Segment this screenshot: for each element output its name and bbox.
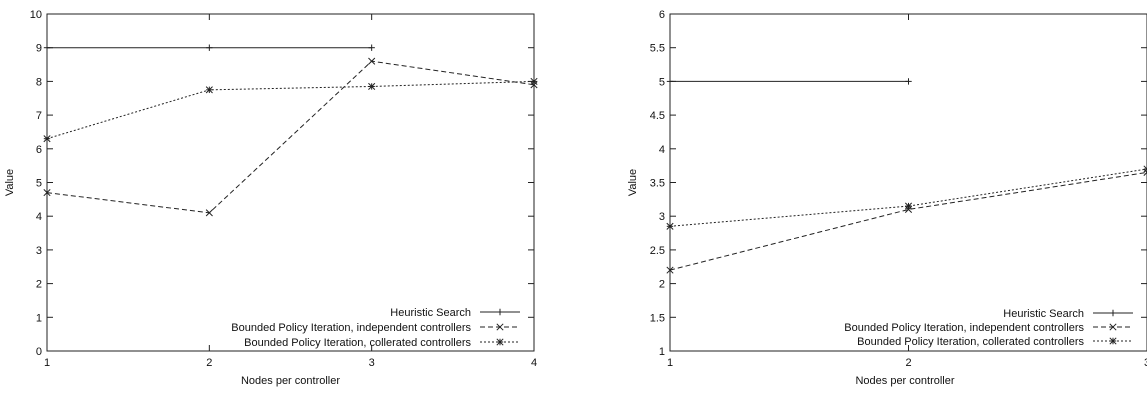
chart-2-ytick-label: 6 [659, 9, 665, 21]
chart-2-series-3-point-d2 [666, 222, 674, 230]
chart-1-series-2 [43, 57, 538, 217]
chart-1-ytick-label: 10 [30, 9, 42, 21]
chart-2-ytick-label: 2.5 [650, 245, 665, 257]
chart-1-legend-marker-3-d2 [496, 338, 504, 346]
chart-2-xtick-label: 3 [1144, 357, 1147, 369]
chart-2-legend-label-3: Bounded Policy Iteration, collerated con… [857, 336, 1084, 348]
chart-1-ytick-label: 7 [36, 110, 42, 122]
chart-1-xtick-label: 2 [206, 357, 212, 369]
chart-2-ytick-label: 1 [659, 346, 665, 358]
chart-2-ytick-label: 3 [659, 211, 665, 223]
chart-2-series-2-point-d2 [666, 266, 674, 274]
chart-1-series-3-point-d2 [205, 86, 213, 94]
chart-2-series-2 [666, 168, 1147, 274]
chart-1-legend-label-2: Bounded Policy Iteration, independent co… [231, 322, 471, 334]
chart-1-legend-label-1: Heuristic Search [390, 307, 471, 319]
chart-2-ytick-label: 2 [659, 279, 665, 291]
chart-2-xtick-label: 1 [667, 357, 673, 369]
chart-1-series-3-point-d2 [43, 135, 51, 143]
chart-2-series-3-line [669, 168, 1147, 227]
chart-2-series-3-point-d2 [1143, 168, 1147, 173]
chart-1-series-3-point-d2 [530, 77, 538, 85]
chart-1-ytick-label: 9 [36, 43, 42, 55]
chart-2-series-2-point-d2 [1143, 171, 1147, 176]
chart-1-series-3-line [46, 80, 535, 140]
chart-2-ytick-label: 1.5 [650, 312, 665, 324]
chart-2-series-2-line [669, 171, 1147, 271]
chart-1-series-3-point-d2 [368, 82, 376, 91]
chart-2-legend-label-1: Heuristic Search [1003, 308, 1084, 320]
chart-1-series-2-point-d2 [368, 57, 376, 65]
chart-1-series-2-point-d2 [43, 189, 51, 197]
chart-1-ytick-label: 5 [36, 178, 42, 190]
chart-1-series-2-point-d2 [530, 81, 538, 89]
chart-1-ytick-label: 4 [36, 211, 42, 223]
chart-2-series-2-point-d2 [904, 205, 913, 214]
chart-2-xtick-label: 2 [905, 357, 911, 369]
chart-2-ytick-label: 3.5 [650, 178, 665, 190]
chart-2-ytick-label: 4.5 [650, 110, 665, 122]
chart-1-series-2-line [46, 60, 535, 214]
chart-1-legend-label-3: Bounded Policy Iteration, collerated con… [244, 337, 471, 349]
chart-1-series-3 [43, 77, 538, 143]
chart-2-series-3 [666, 165, 1147, 230]
chart-1-ytick-label: 1 [36, 312, 42, 324]
chart-2-series-3-point-d1 [1143, 165, 1147, 170]
chart-2-legend-marker-2-d2 [1109, 323, 1117, 331]
chart-2-ytick-label: 5.5 [650, 43, 665, 55]
chart-2-series-2-point-d1 [1143, 168, 1147, 174]
chart-2-series-3-point-d2 [904, 202, 913, 210]
chart-2-x-axis-label: Nodes per controller [855, 375, 954, 387]
chart-1-ytick-label: 0 [36, 346, 42, 358]
chart-2-y-axis-label: Value [627, 169, 639, 196]
chart-1-xtick-label: 1 [44, 357, 50, 369]
chart-1-ytick-label: 6 [36, 144, 42, 156]
chart-2: 1 1.5 2 2.5 3 3.5 4 4.5 5 5.5 6 1 2 3 Nodes per contro… [627, 9, 1147, 387]
chart-2-legend-label-2: Bounded Policy Iteration, independent co… [844, 322, 1084, 334]
chart-1-ytick-label: 3 [36, 245, 42, 257]
chart-1-y-axis-label: Value [4, 169, 16, 196]
chart-1-ytick-label: 2 [36, 279, 42, 291]
chart-1-xtick-label: 4 [531, 357, 537, 369]
chart-2-plot-frame [669, 13, 1147, 352]
chart-1-xtick-label: 3 [369, 357, 375, 369]
chart-2-ytick-label: 4 [659, 144, 665, 156]
chart-1-series-1 [43, 44, 375, 51]
chart-1-series-2-point-d2 [205, 209, 213, 217]
chart-1-plot-frame [46, 13, 535, 352]
chart-1-legend-marker-2-d2 [496, 323, 504, 331]
chart-1-x-axis-label: Nodes per controller [241, 375, 340, 387]
chart-2-series-1 [666, 78, 912, 85]
chart-2-ytick-label: 5 [659, 76, 665, 88]
chart-1-ytick-label: 8 [36, 76, 42, 88]
chart-2-legend-marker-3-d2 [1109, 337, 1117, 345]
